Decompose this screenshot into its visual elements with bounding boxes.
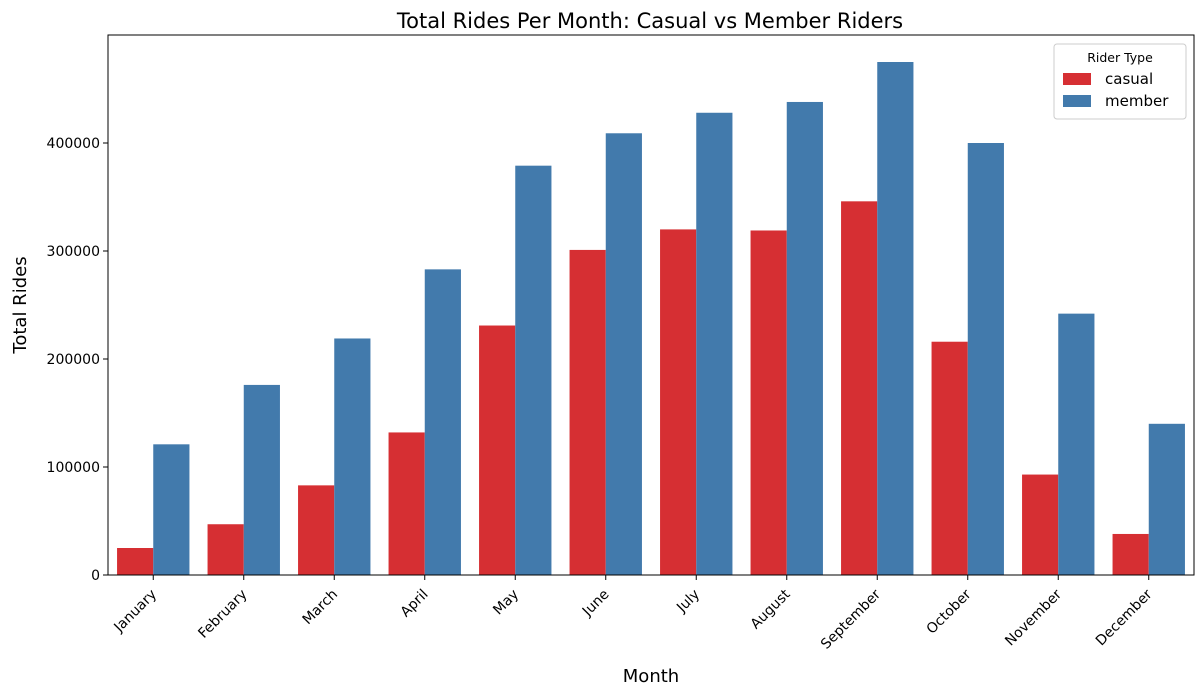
bar-member-december: [1148, 423, 1185, 575]
legend-swatch-member: [1063, 95, 1091, 107]
plot-frame: [107, 34, 1195, 576]
x-tick-label: February: [195, 587, 250, 642]
bar-casual-february: [207, 524, 244, 575]
y-tick-label: 200000: [47, 352, 100, 368]
legend-title: Rider Type: [1087, 50, 1153, 65]
legend-label-casual: casual: [1105, 70, 1153, 88]
bar-casual-november: [1022, 474, 1059, 575]
bar-casual-april: [388, 432, 425, 575]
x-axis: January February March April May June July Augu…: [111, 575, 1156, 653]
bar-member-august: [786, 101, 823, 576]
y-axis: 0 100000 200000 300000 400000: [47, 136, 108, 584]
bar-member-april: [424, 269, 461, 575]
bar-member-july: [696, 112, 733, 575]
bar-member-june: [605, 133, 642, 575]
bar-casual-december: [1112, 533, 1149, 575]
bar-member-march: [334, 338, 371, 575]
x-tick-label: April: [398, 587, 432, 621]
bar-member-february: [243, 384, 280, 575]
chart-title: Total Rides Per Month: Casual vs Member …: [396, 9, 903, 33]
legend: Rider Type casual member: [1053, 43, 1187, 120]
bars-layer: [117, 62, 1185, 576]
x-tick-label: June: [579, 587, 613, 621]
y-tick-label: 400000: [47, 136, 100, 152]
bar-casual-may: [479, 325, 516, 575]
x-tick-label: September: [818, 586, 884, 652]
x-tick-label: October: [924, 586, 975, 637]
bar-member-october: [967, 143, 1004, 575]
bar-member-september: [877, 62, 914, 575]
y-tick-label: 300000: [47, 244, 100, 260]
x-tick-label: May: [490, 587, 522, 619]
x-tick-label: January: [111, 587, 161, 637]
legend-label-member: member: [1105, 92, 1169, 110]
x-tick-label: November: [1002, 586, 1065, 649]
bar-member-november: [1058, 313, 1095, 575]
bar-casual-july: [660, 229, 697, 575]
x-tick-label: August: [748, 586, 794, 632]
x-tick-label: December: [1093, 586, 1156, 649]
x-tick-label: July: [673, 587, 703, 617]
bar-casual-september: [841, 201, 878, 575]
bar-member-may: [515, 165, 552, 575]
y-axis-title: Total Rides: [10, 256, 31, 354]
bar-casual-january: [117, 548, 154, 575]
x-axis-title: Month: [623, 666, 679, 687]
bar-casual-march: [298, 485, 335, 575]
bar-casual-august: [750, 230, 787, 576]
legend-swatch-casual: [1063, 73, 1091, 85]
bar-casual-june: [569, 249, 606, 576]
y-tick-label: 100000: [47, 460, 100, 476]
y-tick-label: 0: [91, 568, 100, 584]
bar-member-january: [153, 444, 190, 575]
bar-casual-october: [931, 341, 968, 575]
x-tick-label: March: [300, 587, 341, 628]
